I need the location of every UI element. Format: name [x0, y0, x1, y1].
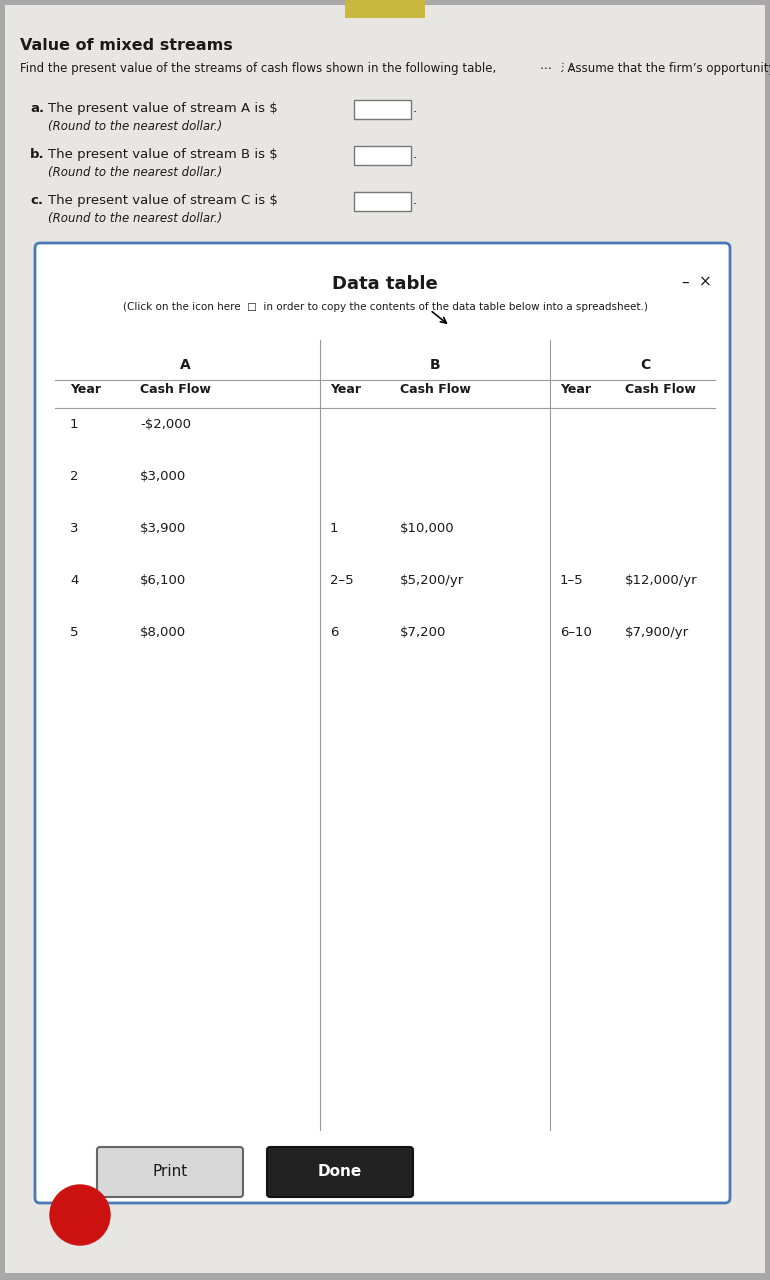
- Text: Data table: Data table: [332, 275, 438, 293]
- Text: 2: 2: [70, 470, 79, 483]
- Text: $7,200: $7,200: [400, 626, 447, 639]
- Text: The present value of stream B is $: The present value of stream B is $: [48, 148, 278, 161]
- Text: $7,900/yr: $7,900/yr: [625, 626, 689, 639]
- Text: 1: 1: [330, 522, 339, 535]
- Text: 3: 3: [70, 522, 79, 535]
- Text: Print: Print: [152, 1165, 188, 1179]
- Text: C: C: [640, 358, 650, 372]
- Text: 4: 4: [70, 573, 79, 588]
- Text: The present value of stream A is $: The present value of stream A is $: [48, 102, 278, 115]
- Text: .: .: [413, 148, 417, 161]
- Text: ×: ×: [698, 275, 711, 291]
- Text: $6,100: $6,100: [140, 573, 186, 588]
- Text: ⋮⋮: ⋮⋮: [558, 61, 578, 72]
- Text: 2–5: 2–5: [330, 573, 353, 588]
- Text: a.: a.: [30, 102, 44, 115]
- Text: ⋯: ⋯: [540, 61, 552, 76]
- Text: 6: 6: [330, 626, 338, 639]
- Text: (Click on the icon here  □  in order to copy the contents of the data table belo: (Click on the icon here □ in order to co…: [122, 302, 648, 312]
- Text: –: –: [681, 275, 689, 291]
- Text: (Round to the nearest dollar.): (Round to the nearest dollar.): [48, 212, 223, 225]
- Text: .: .: [413, 102, 417, 115]
- Text: Year: Year: [330, 383, 361, 396]
- Text: .: .: [413, 195, 417, 207]
- FancyBboxPatch shape: [97, 1147, 243, 1197]
- Text: -$2,000: -$2,000: [140, 419, 191, 431]
- Text: 1: 1: [70, 419, 79, 431]
- Text: Cash Flow: Cash Flow: [400, 383, 471, 396]
- Text: 5: 5: [70, 626, 79, 639]
- Text: $8,000: $8,000: [140, 626, 186, 639]
- FancyBboxPatch shape: [35, 243, 730, 1203]
- FancyBboxPatch shape: [5, 5, 765, 1274]
- Text: 1–5: 1–5: [560, 573, 584, 588]
- FancyBboxPatch shape: [267, 1147, 413, 1197]
- Text: $3,000: $3,000: [140, 470, 186, 483]
- FancyBboxPatch shape: [354, 100, 411, 119]
- Text: $3,900: $3,900: [140, 522, 186, 535]
- Text: Find the present value of the streams of cash flows shown in the following table: Find the present value of the streams of…: [20, 61, 496, 76]
- FancyBboxPatch shape: [345, 0, 425, 18]
- Text: Year: Year: [70, 383, 101, 396]
- Text: $12,000/yr: $12,000/yr: [625, 573, 698, 588]
- Text: (Round to the nearest dollar.): (Round to the nearest dollar.): [48, 120, 223, 133]
- FancyBboxPatch shape: [354, 146, 411, 165]
- Text: 6–10: 6–10: [560, 626, 592, 639]
- Text: b.: b.: [30, 148, 45, 161]
- Text: Year: Year: [560, 383, 591, 396]
- Text: Cash Flow: Cash Flow: [625, 383, 696, 396]
- Text: Value of mixed streams: Value of mixed streams: [20, 38, 233, 52]
- Circle shape: [50, 1185, 110, 1245]
- Text: c.: c.: [30, 195, 43, 207]
- Text: $5,200/yr: $5,200/yr: [400, 573, 464, 588]
- FancyBboxPatch shape: [52, 260, 713, 1187]
- Text: B: B: [430, 358, 440, 372]
- Text: Done: Done: [318, 1165, 362, 1179]
- Text: A: A: [179, 358, 190, 372]
- Text: The present value of stream C is $: The present value of stream C is $: [48, 195, 278, 207]
- FancyBboxPatch shape: [354, 192, 411, 211]
- Text: $10,000: $10,000: [400, 522, 454, 535]
- Text: . Assume that the firm’s opportunity cost is 14%.: . Assume that the firm’s opportunity cos…: [560, 61, 770, 76]
- Text: Cash Flow: Cash Flow: [140, 383, 211, 396]
- Text: (Round to the nearest dollar.): (Round to the nearest dollar.): [48, 166, 223, 179]
